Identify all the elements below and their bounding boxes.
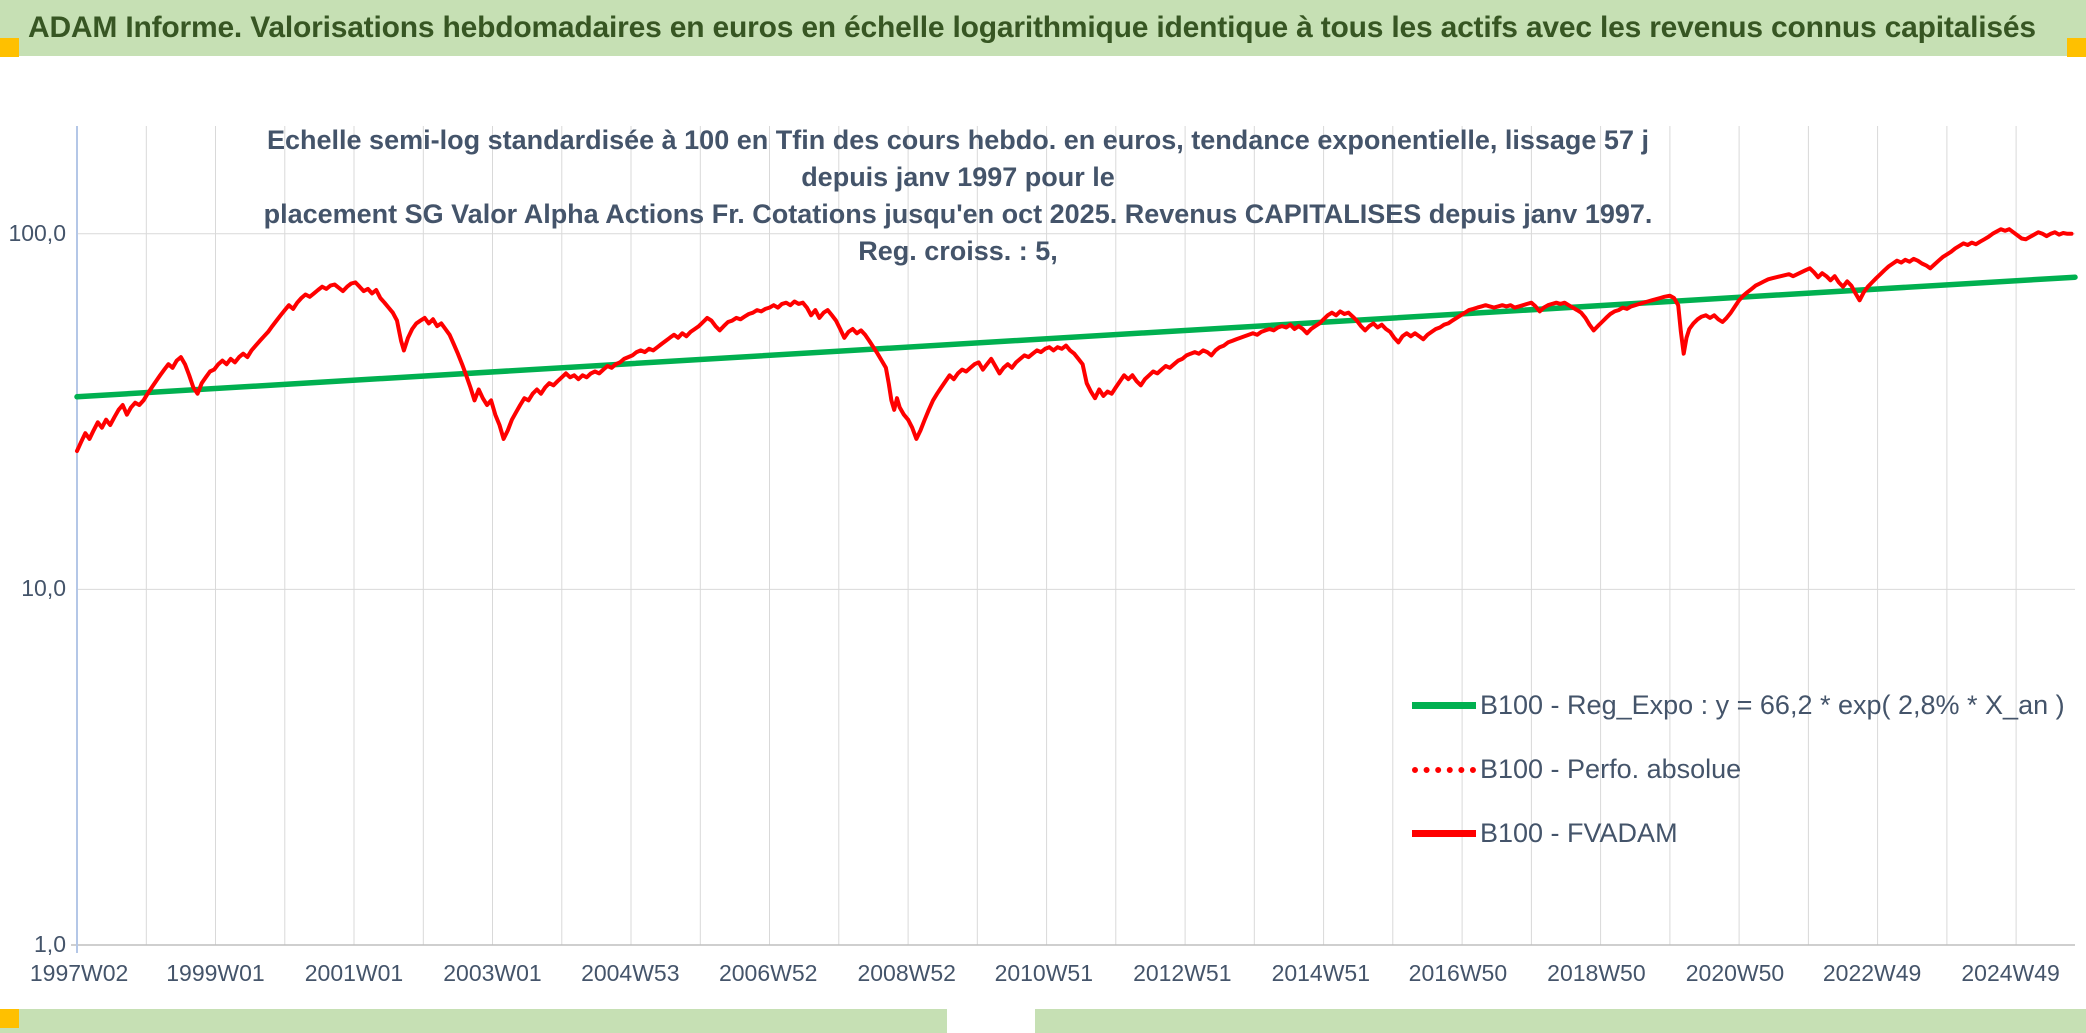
legend-label: B100 - FVADAM — [1480, 818, 1678, 848]
banner: ADAM Informe. Valorisations hebdomadaire… — [0, 0, 2086, 56]
legend-dotted-line-icon — [1412, 766, 1476, 773]
corner-accent-top-left — [0, 38, 19, 57]
bottom-strip — [0, 1009, 2086, 1033]
banner-title: ADAM Informe. Valorisations hebdomadaire… — [28, 11, 2036, 44]
legend-label: B100 - Reg_Expo : y = 66,2 * exp( 2,8% *… — [1480, 690, 2065, 720]
chart-title-line1: Echelle semi-log standardisée à 100 en T… — [267, 125, 1649, 192]
bottom-strip-gap — [947, 1009, 1035, 1033]
chart-title: Echelle semi-log standardisée à 100 en T… — [243, 122, 1673, 270]
chart-title-line2: placement SG Valor Alpha Actions Fr. Cot… — [263, 199, 1653, 266]
legend-line-icon — [1412, 702, 1476, 709]
corner-accent-top-right — [2067, 38, 2086, 57]
legend-item: B100 - Perfo. absolue — [1412, 754, 2065, 785]
corner-accent-bottom-left — [0, 1009, 19, 1028]
series-b100-fvadam — [75, 227, 2074, 453]
chart-legend: B100 - Reg_Expo : y = 66,2 * exp( 2,8% *… — [1412, 690, 2065, 849]
legend-item: B100 - Reg_Expo : y = 66,2 * exp( 2,8% *… — [1412, 690, 2065, 721]
legend-label: B100 - Perfo. absolue — [1480, 754, 1742, 784]
legend-item: B100 - FVADAM — [1412, 818, 2065, 849]
legend-line-icon — [1412, 830, 1476, 837]
